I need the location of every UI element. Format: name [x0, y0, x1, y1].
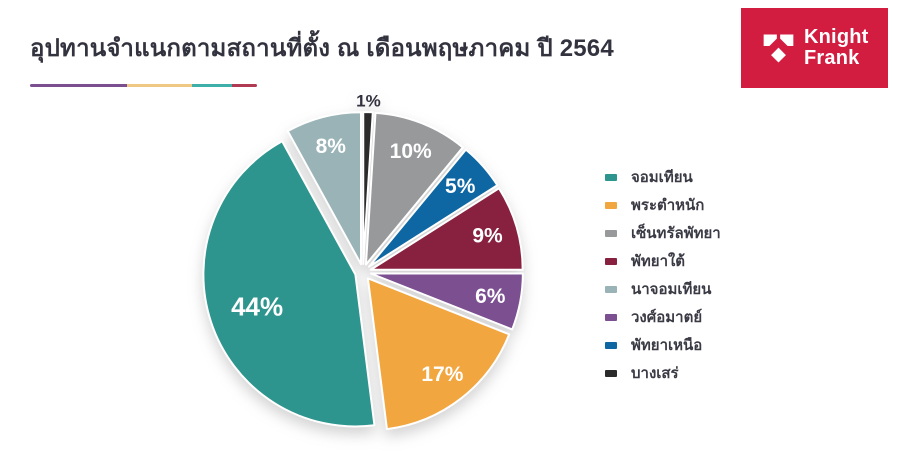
- legend-swatch: [605, 201, 617, 209]
- pie-slice-0: [362, 110, 374, 265]
- legend-item: พัทยาใต้: [605, 247, 721, 275]
- pie-chart: 1% 10% 5% 9% 6% 17% 44% 8%: [202, 92, 524, 431]
- pie-slice-1: [364, 111, 464, 266]
- chart-title: อุปทานจำแนกตามสถานที่ตั้ง ณ เดือนพฤษภาคม…: [30, 35, 614, 62]
- pie-value-label: 9%: [472, 224, 503, 247]
- pie-value-label: 44%: [231, 291, 283, 321]
- title-underline-segment: [192, 84, 232, 87]
- title-underline-segment: [127, 84, 192, 87]
- knight-frank-pinwheel-icon: [763, 33, 794, 63]
- legend-swatch: [605, 257, 617, 265]
- pie-slice-3: [369, 187, 524, 271]
- knight-frank-logo: Knight Frank: [741, 8, 888, 88]
- logo-text-line1: Knight: [804, 26, 869, 49]
- pie-value-label: 1%: [356, 92, 381, 111]
- legend-item: บางเสร่: [605, 359, 721, 387]
- chart-legend: จอมเทียนพระตำหนักเซ็นทรัลพัทยาพัทยาใต้นา…: [605, 163, 721, 387]
- legend-item: วงศ์อมาตย์: [605, 303, 721, 331]
- pie-slice-5: [366, 277, 511, 431]
- legend-item: จอมเทียน: [605, 163, 721, 191]
- pie-value-label: 10%: [390, 140, 432, 163]
- pie-slice-7: [286, 111, 363, 266]
- legend-label: บางเสร่: [631, 365, 679, 382]
- logo-text-line2: Frank: [804, 47, 860, 69]
- legend-item: พัทยาเหนือ: [605, 331, 721, 359]
- legend-label: นาจอมเทียน: [631, 281, 712, 298]
- title-underline-segment: [30, 84, 127, 87]
- pie-slice-4: [369, 272, 524, 331]
- legend-item: นาจอมเทียน: [605, 275, 721, 303]
- legend-label: เซ็นทรัลพัทยา: [631, 225, 721, 242]
- logo-text: Knight Frank: [804, 27, 869, 69]
- pie-value-label: 17%: [421, 363, 463, 386]
- legend-swatch: [605, 173, 617, 181]
- legend-item: เซ็นทรัลพัทยา: [605, 219, 721, 247]
- pie-value-label: 8%: [316, 135, 347, 158]
- legend-swatch: [605, 341, 617, 349]
- legend-swatch: [605, 285, 617, 293]
- title-underline-segment: [232, 84, 257, 87]
- legend-label: พัทยาเหนือ: [631, 337, 703, 354]
- title-underline: [30, 84, 257, 87]
- legend-swatch: [605, 369, 617, 377]
- legend-label: จอมเทียน: [631, 169, 693, 186]
- legend-label: พัทยาใต้: [631, 253, 686, 270]
- legend-label: วงศ์อมาตย์: [631, 309, 703, 326]
- legend-item: พระตำหนัก: [605, 191, 721, 219]
- legend-label: พระตำหนัก: [631, 197, 705, 214]
- pie-slice-6: [202, 140, 376, 428]
- pie-value-label: 5%: [445, 175, 476, 198]
- pie-slice-2: [368, 148, 499, 268]
- legend-swatch: [605, 313, 617, 321]
- legend-swatch: [605, 229, 617, 237]
- pie-value-label: 6%: [475, 285, 506, 308]
